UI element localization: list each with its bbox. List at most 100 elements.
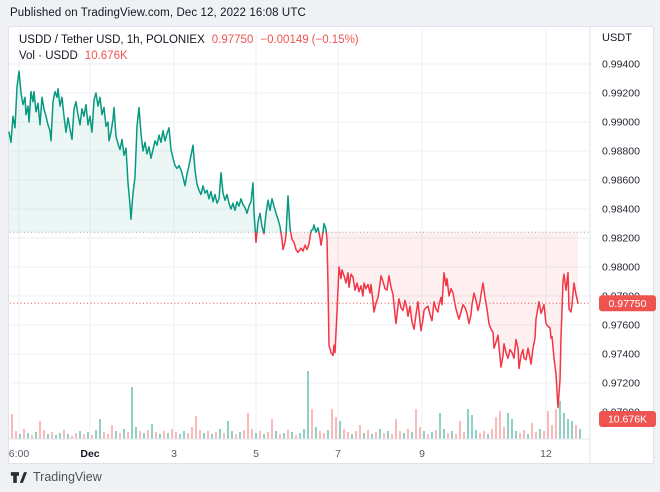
volume-bar	[447, 433, 449, 439]
volume-bar	[139, 431, 141, 439]
volume-bar	[107, 434, 109, 439]
volume-bar	[363, 433, 365, 439]
volume-bar	[467, 409, 469, 439]
time-tick-label: 3	[171, 448, 177, 460]
volume-bar	[75, 433, 77, 439]
volume-badge-text: 10.676K	[608, 414, 647, 426]
volume-bar	[335, 417, 337, 439]
volume-bar	[559, 401, 561, 439]
volume-bar	[327, 430, 329, 439]
price-line-down	[254, 231, 258, 244]
volume-bar	[347, 432, 349, 439]
volume-bar	[203, 433, 205, 439]
last-price-badge-text: 0.97750	[609, 298, 647, 310]
volume-bar	[555, 409, 557, 439]
volume-bar	[483, 431, 485, 439]
time-tick-label: 6:00	[9, 448, 30, 460]
volume-bar	[475, 430, 477, 439]
volume-bar	[47, 434, 49, 439]
volume-bar	[211, 434, 213, 439]
price-chart[interactable]: USDT 0.99400 0.99200 0.99000 0.98800 0.98600 0…	[8, 27, 656, 463]
volume-bar	[563, 413, 565, 439]
volume-bar	[355, 431, 357, 439]
volume-bar	[87, 432, 89, 439]
volume-bar	[547, 411, 549, 439]
chart-card: USDT 0.99400 0.99200 0.99000 0.98800 0.98600 0…	[8, 26, 656, 464]
footer-brand[interactable]: TradingView	[10, 467, 102, 487]
volume-bar	[187, 433, 189, 439]
volume-bar	[435, 430, 437, 439]
volume-bar	[319, 431, 321, 439]
volume-bar	[119, 433, 121, 439]
volume-bar	[487, 434, 489, 439]
volume-bar	[491, 429, 493, 439]
volume-bar	[243, 430, 245, 439]
volume-bar	[331, 409, 333, 439]
volume-bar	[63, 430, 65, 439]
volume-bar	[283, 433, 285, 439]
baseline-fill	[9, 71, 256, 233]
price-line-up	[256, 212, 265, 233]
volume-bar	[15, 431, 17, 439]
volume-bar	[403, 433, 405, 439]
volume-bar	[399, 431, 401, 439]
volume-bar	[279, 434, 281, 439]
axis-currency-label: USDT	[602, 32, 632, 44]
volume-bar	[83, 434, 85, 439]
baseline-fill	[326, 232, 578, 408]
volume-label: Vol · USDD	[19, 49, 78, 62]
volume-bar	[423, 431, 425, 439]
volume-bar	[359, 425, 361, 439]
price-tick-label: 0.99000	[602, 117, 640, 129]
volume-bar	[459, 421, 461, 439]
volume-bar	[127, 432, 129, 439]
legend-symbol-row: USDD / Tether USD, 1h, POLONIEX 0.97750 −0…	[19, 33, 359, 49]
volume-bar	[135, 427, 137, 439]
time-tick-label: 5	[253, 448, 259, 460]
volume-bar	[79, 431, 81, 439]
volume-bar	[151, 424, 153, 439]
volume-bar	[503, 427, 505, 439]
volume-bar	[579, 429, 581, 439]
volume-bar	[235, 434, 237, 439]
volume-bar	[59, 433, 61, 439]
volume-bar	[223, 433, 225, 439]
volume-bar	[527, 434, 529, 439]
volume-bar	[299, 433, 301, 439]
volume-bar	[275, 431, 277, 439]
volume-bar	[427, 434, 429, 439]
volume-bar	[259, 431, 261, 439]
volume-bar	[515, 431, 517, 439]
volume-bar	[455, 434, 457, 439]
time-tick-label: Dec	[80, 448, 99, 460]
last-price-badge	[599, 295, 656, 312]
volume-value: 10.676K	[84, 49, 128, 62]
price-tick-label: 0.98000	[602, 262, 640, 274]
volume-bar	[131, 387, 133, 439]
volume-bar	[219, 429, 221, 439]
volume-bar	[387, 431, 389, 439]
volume-bar	[575, 425, 577, 439]
volume-bar	[271, 419, 273, 439]
published-banner: Published on TradingView.com, Dec 12, 20…	[0, 0, 660, 26]
volume-bar	[291, 432, 293, 439]
volume-bar	[383, 433, 385, 439]
price-tick-label: 0.98400	[602, 204, 640, 216]
volume-bar	[375, 432, 377, 439]
volume-bar	[571, 421, 573, 439]
volume-bar	[339, 421, 341, 439]
volume-bar	[471, 415, 473, 439]
volume-bar	[303, 429, 305, 439]
price-line-down	[280, 231, 287, 251]
price-line-down	[318, 231, 324, 246]
price-line-up	[263, 198, 282, 233]
price-change-percent: (−0.15%)	[311, 34, 359, 46]
volume-bar	[411, 432, 413, 439]
volume-bar	[431, 432, 433, 439]
volume-bar	[215, 432, 217, 439]
volume-bar	[379, 429, 381, 439]
volume-bar	[251, 429, 253, 439]
volume-bar	[247, 413, 249, 439]
volume-bar	[23, 429, 25, 439]
